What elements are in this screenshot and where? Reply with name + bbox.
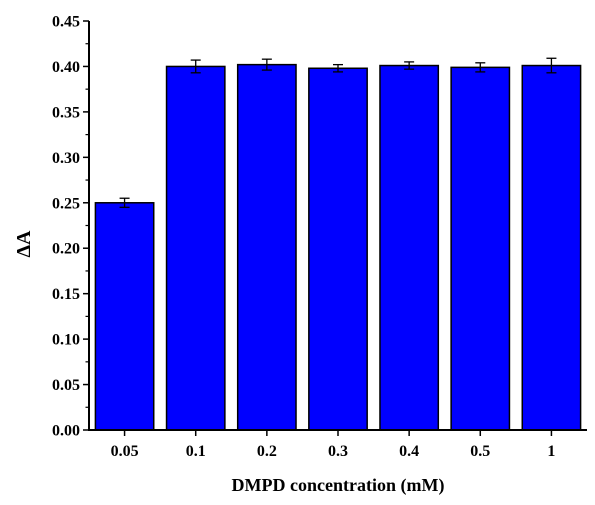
error-bar-0.2	[261, 58, 272, 71]
error-bars-group	[119, 57, 557, 208]
error-bar-0.3	[333, 63, 343, 73]
y-ticks-group: 0.00 0.05 0.10 0.15 0.20 0.25 0.30 0.35 0.40 0.45	[52, 14, 89, 440]
y-tick-label: 0.10	[52, 332, 80, 349]
error-bar-0.5	[475, 62, 486, 73]
bar-0.5	[450, 66, 511, 431]
x-tick-label: 0.1	[186, 443, 206, 460]
x-ticks-group: 0.05 0.1 0.2 0.3 0.4 0.5 1	[111, 430, 555, 460]
y-tick-label: 0.00	[52, 423, 80, 440]
bar-0.3	[308, 67, 368, 431]
y-tick-label: 0.05	[52, 377, 80, 394]
bar-0.1	[165, 65, 226, 431]
y-tick-label: 0.30	[52, 150, 80, 167]
error-bar-0.4	[404, 61, 415, 70]
x-tick-label: 1	[547, 443, 555, 460]
y-axis-title: ΔA	[13, 230, 35, 258]
x-tick-label: 0.05	[111, 443, 139, 460]
y-tick-label: 0.35	[52, 104, 80, 121]
y-tick-label: 0.40	[52, 59, 80, 76]
y-tick-label: 0.20	[52, 241, 80, 258]
y-tick-label: 0.45	[52, 14, 80, 31]
y-tick-label: 0.25	[52, 195, 80, 212]
x-tick-label: 0.2	[257, 443, 277, 460]
error-bar-0.1	[190, 59, 201, 74]
y-tick-label: 0.15	[52, 286, 80, 303]
x-tick-label: 0.4	[399, 443, 419, 460]
x-tick-label: 0.3	[328, 443, 348, 460]
x-axis-title: DMPD concentration (mM)	[232, 475, 445, 496]
x-tick-label: 0.5	[470, 443, 490, 460]
bar-1	[521, 64, 582, 431]
bar-0.4	[379, 64, 440, 431]
bars-group	[94, 63, 582, 431]
error-bar-1	[546, 57, 557, 74]
bar-0.2	[236, 63, 297, 431]
error-bar-0.05	[119, 197, 130, 208]
bar-0.05	[94, 202, 155, 431]
